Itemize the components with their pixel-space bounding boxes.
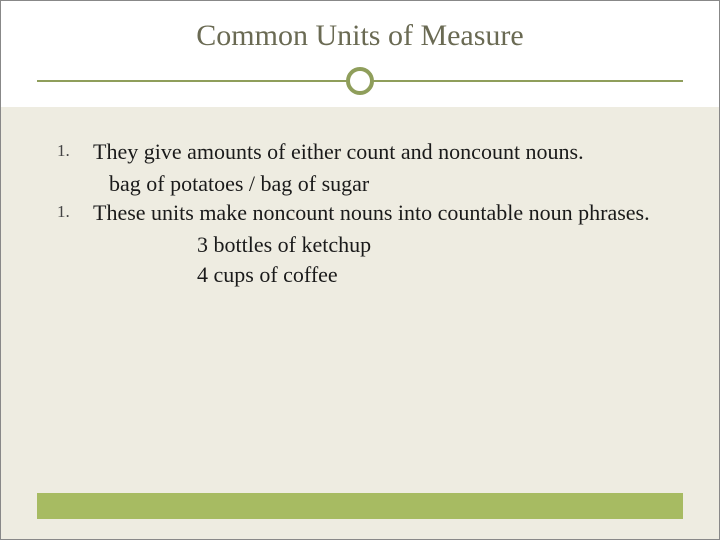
list-subline: 4 cups of coffee: [57, 260, 663, 290]
divider: [37, 67, 683, 95]
title-area: Common Units of Measure: [1, 1, 719, 107]
list-item: 1. These units make noncount nouns into …: [57, 198, 663, 228]
list-subline: bag of potatoes / bag of sugar: [57, 169, 663, 199]
list-text: These units make noncount nouns into cou…: [93, 200, 650, 225]
list-marker: 1.: [57, 140, 70, 163]
slide-title: Common Units of Measure: [1, 19, 719, 53]
slide: Common Units of Measure 1. They give amo…: [0, 0, 720, 540]
bottom-accent-bar: [37, 493, 683, 519]
content-area: 1. They give amounts of either count and…: [1, 107, 719, 289]
list-text: They give amounts of either count and no…: [93, 139, 584, 164]
list-item: 1. They give amounts of either count and…: [57, 137, 663, 167]
divider-circle-icon: [346, 67, 374, 95]
list-marker: 1.: [57, 201, 70, 224]
list-subline: 3 bottles of ketchup: [57, 230, 663, 260]
